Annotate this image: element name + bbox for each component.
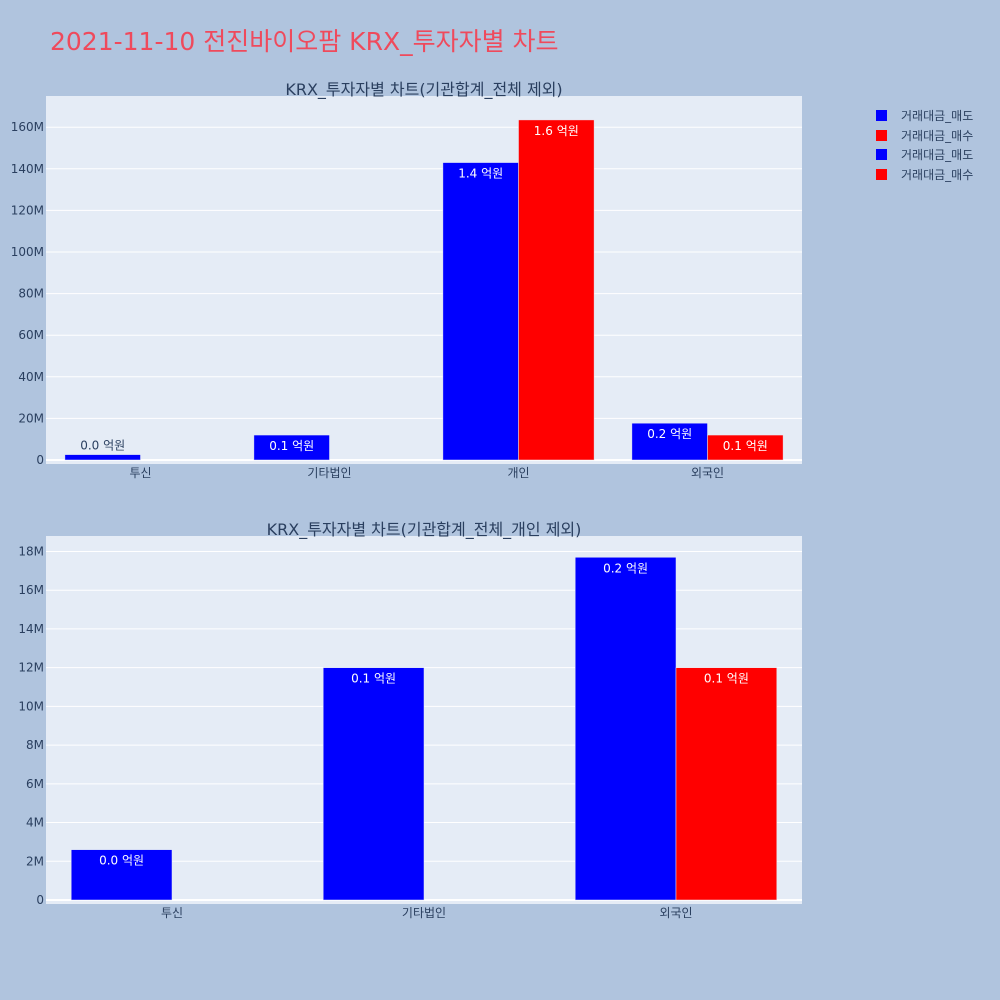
legend-swatch-sell	[876, 110, 887, 122]
legend-swatch-buy	[876, 129, 887, 141]
y-tick-label: 0	[36, 453, 44, 467]
data-label: 0.0 억원	[99, 854, 144, 868]
data-label: 0.1 억원	[723, 439, 768, 453]
bar	[64, 454, 141, 461]
data-label: 0.2 억원	[647, 427, 692, 441]
y-tick-label: 20M	[18, 411, 44, 425]
bar	[70, 849, 173, 901]
y-tick-label: 120M	[11, 203, 44, 217]
chart-title: KRX_투자자별 차트(기관합계_전체 제외)	[285, 80, 562, 100]
data-label: 0.0 억원	[80, 439, 125, 453]
bar	[631, 422, 708, 461]
bar	[442, 162, 519, 461]
y-tick-label: 6M	[26, 777, 44, 791]
y-tick-label: 4M	[26, 816, 44, 830]
legend-swatch-sell	[876, 149, 887, 161]
legend-label: 거래대금_매도	[901, 109, 974, 124]
legend-swatch-buy	[876, 168, 887, 180]
y-tick-label: 40M	[18, 370, 44, 384]
legend-label: 거래대금_매수	[901, 167, 974, 182]
legend-item[interactable]: 거래대금_매도	[876, 145, 973, 165]
bar	[518, 119, 595, 461]
page-title: 2021-11-10 전진바이오팜 KRX_투자자별 차트	[50, 27, 559, 56]
y-tick-label: 18M	[18, 544, 44, 558]
x-tick-label: 기타법인	[307, 466, 351, 480]
legend-item[interactable]: 거래대금_매도	[876, 106, 973, 126]
bar	[253, 434, 330, 461]
legend-label: 거래대금_매도	[901, 148, 974, 163]
data-label: 0.1 억원	[269, 439, 314, 453]
data-label: 0.1 억원	[351, 672, 396, 686]
y-tick-label: 14M	[18, 622, 44, 636]
y-tick-label: 100M	[11, 245, 44, 259]
data-label: 0.1 억원	[704, 672, 749, 686]
bar	[675, 667, 778, 901]
bar	[574, 557, 677, 901]
x-tick-label: 기타법인	[402, 906, 446, 920]
y-tick-label: 2M	[26, 854, 44, 868]
x-tick-label: 투신	[129, 466, 151, 480]
y-tick-label: 12M	[18, 661, 44, 675]
chart-title: KRX_투자자별 차트(기관합계_전체_개인 제외)	[267, 520, 582, 540]
x-tick-label: 개인	[507, 466, 529, 480]
bar	[322, 667, 425, 901]
y-tick-label: 60M	[18, 328, 44, 342]
legend: 거래대금_매도 거래대금_매수 거래대금_매도 거래대금_매수	[876, 106, 973, 184]
plot-area	[46, 96, 802, 464]
y-tick-label: 80M	[18, 287, 44, 301]
x-tick-label: 투신	[161, 906, 183, 920]
data-label: 1.4 억원	[458, 167, 503, 181]
data-label: 1.6 억원	[534, 124, 579, 138]
y-tick-label: 140M	[11, 162, 44, 176]
x-tick-label: 외국인	[691, 466, 724, 480]
y-tick-label: 16M	[18, 583, 44, 597]
y-tick-label: 8M	[26, 738, 44, 752]
bar	[707, 434, 784, 461]
x-tick-label: 외국인	[659, 906, 692, 920]
legend-label: 거래대금_매수	[901, 128, 974, 143]
legend-item[interactable]: 거래대금_매수	[876, 165, 973, 185]
y-tick-label: 0	[36, 893, 44, 907]
data-label: 0.2 억원	[603, 561, 648, 575]
legend-item[interactable]: 거래대금_매수	[876, 126, 973, 146]
y-tick-label: 160M	[11, 120, 44, 134]
y-tick-label: 10M	[18, 699, 44, 713]
